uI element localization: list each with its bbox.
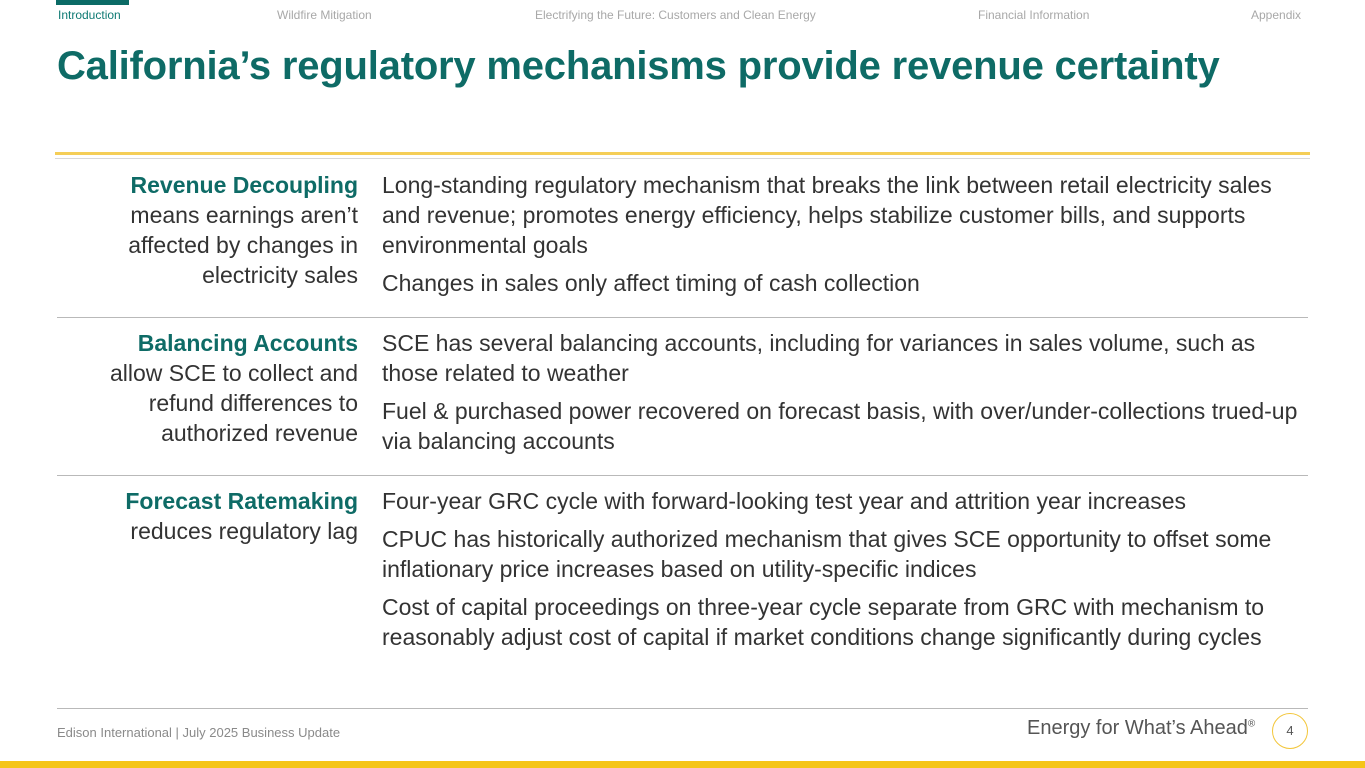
mechanism-row-balancing-accounts: Balancing Accounts allow SCE to collect … <box>57 328 1308 474</box>
row-bullet: Changes in sales only affect timing of c… <box>382 270 920 296</box>
row-bullet: Four-year GRC cycle with forward-looking… <box>382 488 1187 514</box>
row-divider <box>57 708 1308 709</box>
row-body: Long-standing regulatory mechanism that … <box>382 170 1307 306</box>
nav-item-electrifying-the-future[interactable]: Electrifying the Future: Customers and C… <box>535 8 816 22</box>
nav-active-indicator <box>56 0 129 5</box>
row-divider <box>57 475 1308 476</box>
registered-mark: ® <box>1247 718 1256 730</box>
footer-source: Edison International | July 2025 Busines… <box>57 725 341 740</box>
row-body: SCE has several balancing accounts, incl… <box>382 328 1307 464</box>
title-divider-gold <box>55 152 1310 155</box>
title-divider-gray <box>55 158 1310 159</box>
nav-item-introduction[interactable]: Introduction <box>58 8 121 22</box>
mechanism-row-forecast-ratemaking: Forecast Ratemaking reduces regulatory l… <box>57 486 1308 706</box>
row-subtext: means earnings aren’t affected by change… <box>128 202 358 288</box>
bottom-accent-bar <box>0 761 1365 768</box>
row-label: Balancing Accounts allow SCE to collect … <box>57 328 358 448</box>
nav-item-appendix[interactable]: Appendix <box>1251 8 1302 22</box>
row-bullet: CPUC has historically authorized mechani… <box>382 526 1272 582</box>
row-divider <box>57 317 1308 318</box>
row-bullet: Cost of capital proceedings on three-yea… <box>382 594 1265 650</box>
row-heading: Balancing Accounts <box>137 330 358 356</box>
page-number: 4 <box>1272 713 1308 749</box>
row-label: Forecast Ratemaking reduces regulatory l… <box>57 486 358 546</box>
row-subtext: reduces regulatory lag <box>130 518 358 544</box>
row-heading: Forecast Ratemaking <box>125 488 358 514</box>
row-body: Four-year GRC cycle with forward-looking… <box>382 486 1307 660</box>
tagline-text: Energy for What’s Ahead <box>1027 717 1248 739</box>
page-title: California’s regulatory mechanisms provi… <box>57 44 1220 88</box>
nav-item-financial-information[interactable]: Financial Information <box>978 8 1090 22</box>
row-bullet: Fuel & purchased power recovered on fore… <box>382 398 1298 454</box>
top-navigation: Introduction Wildfire Mitigation Electri… <box>0 0 1365 30</box>
row-bullet: SCE has several balancing accounts, incl… <box>382 330 1256 386</box>
brand-tagline: Energy for What’s Ahead® <box>1027 717 1255 740</box>
row-subtext: allow SCE to collect and refund differen… <box>109 360 358 446</box>
nav-item-wildfire-mitigation[interactable]: Wildfire Mitigation <box>277 8 372 22</box>
row-heading: Revenue Decoupling <box>130 172 358 198</box>
mechanism-row-revenue-decoupling: Revenue Decoupling means earnings aren’t… <box>57 170 1308 316</box>
row-bullet: Long-standing regulatory mechanism that … <box>382 172 1272 258</box>
row-label: Revenue Decoupling means earnings aren’t… <box>57 170 358 290</box>
